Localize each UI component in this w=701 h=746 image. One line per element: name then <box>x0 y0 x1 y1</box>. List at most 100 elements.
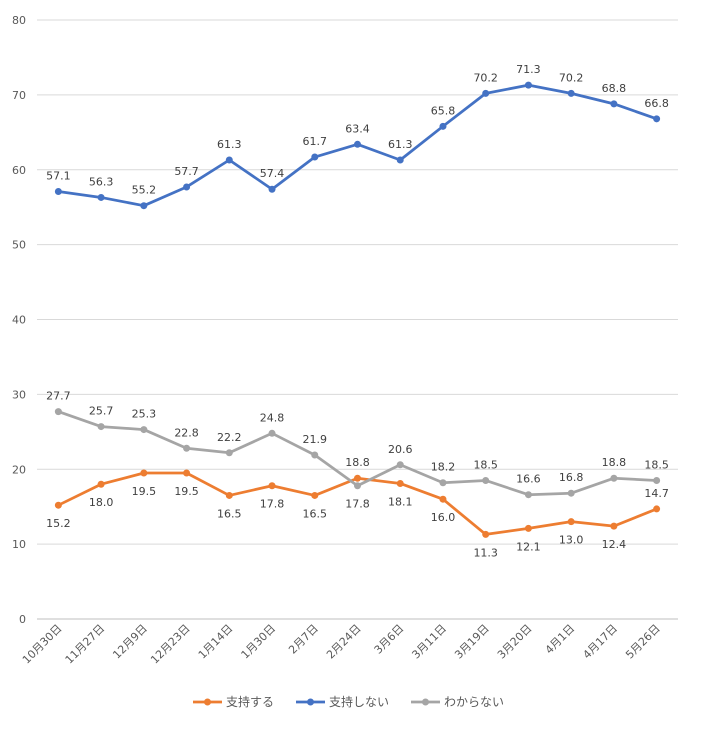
data-point <box>396 156 404 164</box>
data-label: 25.3 <box>132 408 157 421</box>
x-tick-label: 5月26日 <box>623 622 663 662</box>
data-label: 16.5 <box>303 507 328 520</box>
data-label: 17.8 <box>260 498 285 511</box>
data-point <box>311 153 319 161</box>
legend-label: わからない <box>444 695 504 709</box>
x-tick-label: 3月11日 <box>409 622 449 662</box>
data-point <box>439 479 447 487</box>
data-label: 18.1 <box>388 495 413 508</box>
data-label: 16.0 <box>431 511 456 524</box>
data-label: 65.8 <box>431 104 456 117</box>
data-point <box>183 183 191 191</box>
data-point <box>268 185 276 193</box>
data-label: 16.5 <box>217 507 242 520</box>
y-tick-label: 60 <box>12 164 26 177</box>
x-tick-label: 4月17日 <box>580 622 620 662</box>
x-tick-label: 3月19日 <box>452 622 492 662</box>
data-label: 24.8 <box>260 411 285 424</box>
x-tick-label: 3月20日 <box>495 622 535 662</box>
x-tick-label: 1月14日 <box>196 622 236 662</box>
y-tick-label: 40 <box>12 314 26 327</box>
data-point <box>524 81 532 89</box>
data-point <box>268 482 276 490</box>
data-point <box>354 140 361 148</box>
data-point <box>311 491 319 499</box>
data-label: 15.2 <box>46 517 71 530</box>
data-point <box>97 423 105 431</box>
data-point <box>311 451 319 459</box>
data-point <box>140 202 148 210</box>
data-point <box>610 100 618 108</box>
data-label: 68.8 <box>602 82 627 95</box>
y-tick-label: 10 <box>12 538 26 551</box>
data-point <box>653 505 661 513</box>
data-point <box>54 187 62 195</box>
y-tick-label: 20 <box>12 463 26 476</box>
data-label: 18.8 <box>602 456 627 469</box>
data-point <box>225 491 233 499</box>
data-label: 12.4 <box>602 538 627 551</box>
data-label: 71.3 <box>516 63 541 76</box>
data-point <box>482 476 490 484</box>
x-tick-label: 2月7日 <box>286 622 321 657</box>
y-tick-label: 0 <box>19 613 26 626</box>
data-label: 18.2 <box>431 461 456 474</box>
y-tick-label: 70 <box>12 89 26 102</box>
data-point <box>54 501 62 509</box>
data-point <box>97 480 105 488</box>
data-point <box>482 89 490 97</box>
data-point <box>225 449 233 457</box>
data-label: 19.5 <box>132 485 157 498</box>
data-point <box>653 115 661 123</box>
data-label: 57.1 <box>46 169 71 182</box>
x-tick-label: 12月9日 <box>110 622 150 662</box>
data-point <box>524 491 532 499</box>
data-point <box>354 474 361 482</box>
data-point <box>396 479 404 487</box>
data-label: 61.3 <box>388 138 413 151</box>
data-label: 11.3 <box>473 546 498 559</box>
data-label: 12.1 <box>516 540 541 553</box>
data-label: 61.7 <box>303 135 328 148</box>
data-label: 21.9 <box>303 433 328 446</box>
data-label: 20.6 <box>388 443 413 456</box>
legend-label: 支持しない <box>329 694 389 709</box>
data-label: 18.5 <box>644 458 669 471</box>
data-point <box>396 461 404 469</box>
data-label: 13.0 <box>559 534 584 547</box>
data-label: 70.2 <box>559 71 584 84</box>
data-label: 56.3 <box>89 175 114 188</box>
legend-swatch-marker <box>307 698 314 706</box>
data-point <box>610 522 618 530</box>
data-point <box>567 518 575 526</box>
legend-label: 支持する <box>226 694 274 709</box>
data-point <box>183 444 191 452</box>
data-point <box>268 429 276 437</box>
x-tick-label: 3月6日 <box>372 622 407 657</box>
x-tick-label: 12月23日 <box>148 622 193 667</box>
data-label: 22.8 <box>174 426 199 439</box>
y-tick-label: 30 <box>12 388 26 401</box>
data-point <box>567 89 575 97</box>
y-tick-label: 50 <box>12 239 26 252</box>
data-label: 16.8 <box>559 471 584 484</box>
data-label: 16.6 <box>516 473 541 486</box>
data-point <box>54 408 62 416</box>
data-label: 70.2 <box>473 71 498 84</box>
data-point <box>439 495 447 503</box>
data-point <box>97 193 105 201</box>
x-tick-label: 11月27日 <box>63 622 108 667</box>
series-group <box>54 81 661 538</box>
data-point <box>610 474 618 482</box>
data-label: 18.0 <box>89 496 114 509</box>
data-label: 66.8 <box>644 97 669 110</box>
data-label: 57.7 <box>174 165 199 178</box>
gridlines <box>37 19 678 620</box>
data-label: 55.2 <box>132 184 157 197</box>
data-point <box>653 476 661 484</box>
data-point <box>439 122 447 130</box>
legend-swatch-marker <box>204 698 211 706</box>
data-label: 63.4 <box>345 122 370 135</box>
data-point <box>354 482 361 490</box>
